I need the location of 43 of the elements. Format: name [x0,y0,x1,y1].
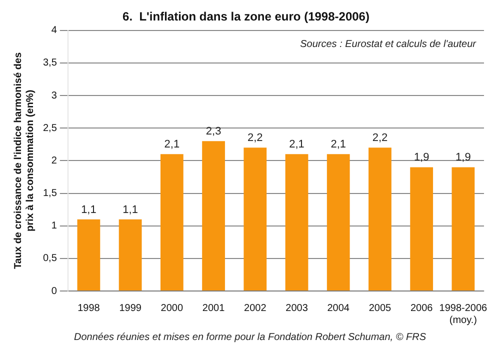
y-tick-label: 1,5 [42,188,58,200]
x-tick-label: 2003 [286,302,308,314]
data-label: 1,9 [456,152,471,164]
data-label: 1,1 [122,204,138,216]
bar [410,167,434,290]
bar [160,154,184,290]
y-tick-label: 3,5 [42,58,58,69]
y-tick-label: 3 [51,90,58,102]
text: Données réunies et mises en forme pour la Fondation Robert Schuman, © FRS [74,332,426,343]
x-tick-label: 1998 [78,302,100,314]
bar [118,219,142,290]
x-tick-label: 2006 [410,302,434,314]
x-tick-label: 2001 [202,302,226,314]
data-label: 1,9 [414,152,430,164]
bar [368,148,392,290]
bar [77,219,100,290]
x-tick-label: 2004 [327,302,350,314]
y-tick-label: 2,5 [42,122,58,134]
x-tick-label: 1999 [119,302,142,314]
x-tick-label: 2005 [368,302,392,314]
data-label: 2,3 [206,126,222,138]
data-label: 2,1 [164,138,180,151]
x-tick-label: 1998-2006 (moy.) [439,302,488,326]
y-tick-label: 4 [51,25,58,36]
y-tick-label: 1 [51,220,58,232]
data-label: 1,1 [81,204,96,216]
x-tick-label: 2000 [160,302,184,314]
data-label: 2,1 [289,138,304,151]
y-tick-label: 0 [51,286,58,297]
y-tick-label: 0,5 [42,253,58,264]
bar [326,154,350,290]
bar [244,148,267,290]
y-tick-label: 2 [51,155,58,166]
data-label: 2,2 [247,132,263,144]
chart-title: 6. L'inflation dans la zone euro (1998-2006) [122,10,370,24]
x-tick-label: 2002 [244,302,267,314]
bar [202,141,225,290]
data-label: 2,1 [330,138,346,151]
y-axis-title: Taux de croissance de l'indice harmonisé des prix à la consommation (en%) [12,52,36,270]
bar [452,167,475,290]
bar [285,154,308,290]
annotation: Sources : Eurostat et calculs de l'auteur [300,39,477,50]
data-label: 2,2 [372,132,388,144]
